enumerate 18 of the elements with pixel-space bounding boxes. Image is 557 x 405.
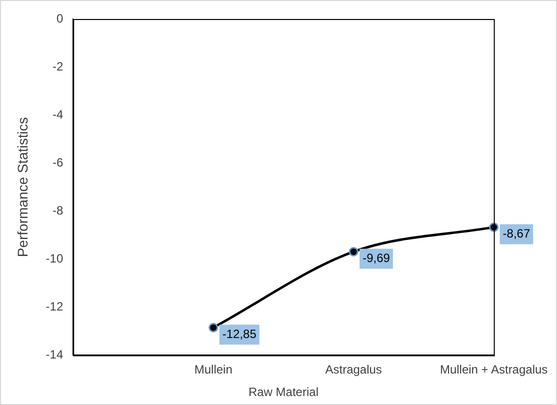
y-tick-label: -6 [52, 155, 64, 170]
y-tick-label: 0 [56, 11, 64, 26]
y-tick-label: -4 [52, 107, 64, 122]
y-tick-label: -14 [46, 348, 64, 362]
y-tick-label: -12 [46, 299, 64, 314]
x-tick-label: Astragalus [325, 362, 382, 377]
x-axis-title: Raw Material [248, 385, 318, 400]
y-axis-title: Performance Statistics [14, 117, 30, 258]
x-tick-label: Mullein + Astragalus [440, 362, 548, 377]
data-label: -12,85 [222, 326, 257, 341]
data-label: -8,67 [502, 226, 530, 241]
y-tick-label: -2 [52, 59, 64, 74]
point [348, 246, 358, 256]
point [208, 322, 218, 332]
data-label: -9,69 [362, 251, 390, 266]
y-tick-label: -10 [46, 251, 64, 266]
y-tick-label: -8 [52, 203, 64, 218]
x-tick-label: Mullein [194, 362, 232, 377]
